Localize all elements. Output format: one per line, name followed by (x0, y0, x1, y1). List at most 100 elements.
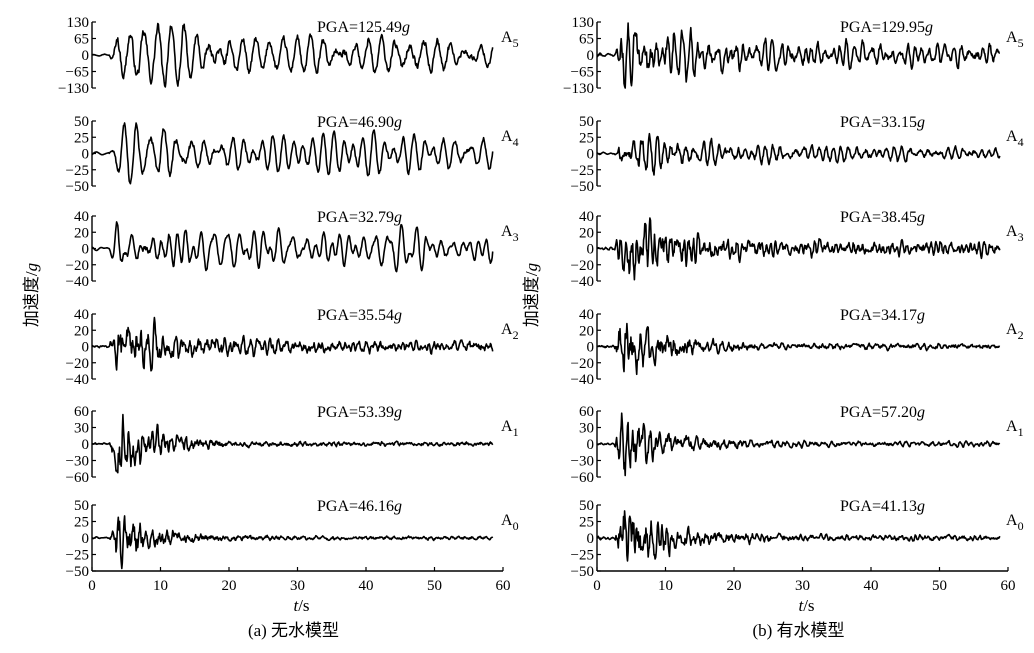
y-tick-label: −50 (66, 564, 89, 580)
x-axis: 0 10 20 30 40 50 60 t/s (593, 567, 1016, 615)
x-tick-label: 50 (427, 578, 442, 594)
channel-label: A1 (1006, 418, 1024, 439)
y-tick-label: −50 (66, 179, 89, 195)
x-tick-label: 30 (290, 578, 305, 594)
y-tick-label: 0 (82, 437, 90, 453)
x-tick-label: 10 (658, 578, 673, 594)
y-tick-label: 50 (579, 114, 594, 130)
x-tick-label: 20 (727, 578, 742, 594)
y-tick-label: −25 (571, 163, 594, 179)
y-tick-label: 0 (587, 340, 595, 356)
y-tick-label: 0 (82, 242, 90, 258)
x-axis-label: t/s (798, 596, 814, 615)
y-tick-label: −20 (66, 258, 89, 274)
channel-label: A2 (1006, 321, 1024, 342)
pga-label: PGA=34.17g (840, 307, 925, 324)
acceleration-trace-a2 (596, 322, 1001, 376)
channel-label: A1 (501, 418, 519, 439)
y-tick-label: −20 (571, 356, 594, 372)
y-tick-label: 0 (82, 48, 90, 64)
y-tick-label: −50 (571, 179, 594, 195)
pga-label: PGA=35.54g (317, 307, 402, 324)
y-tick-label: 20 (74, 225, 89, 241)
y-tick-label: 20 (74, 323, 89, 339)
panel-caption: (a) 无水模型 (248, 621, 339, 640)
y-tick-label: −40 (571, 274, 594, 290)
channel-label: A4 (501, 128, 519, 149)
acceleration-trace-a1 (596, 412, 1001, 477)
y-tick-label: 0 (82, 531, 90, 547)
y-tick-label: −25 (571, 548, 594, 564)
acceleration-trace-a4 (91, 122, 494, 185)
channel-label: A0 (501, 512, 519, 533)
pga-label: PGA=57.20g (840, 404, 925, 421)
channel-label: A3 (501, 223, 519, 244)
y-tick-label: −65 (571, 65, 594, 81)
channel-label: A2 (501, 321, 519, 342)
y-tick-label: 40 (74, 209, 89, 225)
acceleration-trace-a4 (596, 132, 1001, 176)
x-axis: 0 10 20 30 40 50 60 t/s (88, 567, 511, 615)
y-tick-label: 20 (579, 225, 594, 241)
y-tick-label: −40 (66, 372, 89, 388)
pga-label: PGA=38.45g (840, 209, 925, 226)
y-tick-label: −30 (571, 454, 594, 470)
pga-label: PGA=46.16g (317, 498, 402, 515)
y-tick-label: 60 (74, 404, 89, 420)
y-tick-label: 25 (74, 515, 89, 531)
x-tick-label: 20 (222, 578, 237, 594)
y-tick-label: −25 (66, 548, 89, 564)
y-tick-label: 50 (579, 498, 594, 514)
channel-label: A5 (1006, 29, 1024, 50)
y-tick-label: 30 (74, 421, 89, 437)
y-tick-label: −40 (571, 372, 594, 388)
y-tick-label: 0 (82, 147, 90, 163)
pga-label: PGA=129.95g (840, 19, 933, 36)
y-tick-label: 0 (82, 340, 90, 356)
y-axis-label: 加速度/g (522, 263, 541, 327)
x-tick-label: 60 (1001, 578, 1016, 594)
y-axis-label: 加速度/g (22, 263, 41, 327)
y-tick-label: −130 (58, 81, 89, 97)
y-tick-label: −30 (66, 454, 89, 470)
y-tick-label: −50 (571, 564, 594, 580)
panel-b-water-model: 130650−65−130PGA=129.95gA550250−25−50PGA… (522, 15, 1024, 640)
y-tick-label: 0 (587, 48, 595, 64)
pga-label: PGA=32.79g (317, 209, 402, 226)
y-tick-label: 65 (579, 32, 594, 48)
x-tick-label: 10 (153, 578, 168, 594)
y-tick-label: −130 (563, 81, 594, 97)
pga-label: PGA=33.15g (840, 114, 925, 131)
acceleration-trace-a2 (91, 316, 494, 372)
x-tick-label: 0 (88, 578, 96, 594)
acceleration-trace-a3 (91, 221, 494, 273)
y-tick-label: 50 (74, 114, 89, 130)
acceleration-trace-a1 (91, 413, 494, 474)
acceleration-trace-a0 (91, 515, 494, 570)
x-tick-label: 40 (359, 578, 374, 594)
pga-label: PGA=41.13g (840, 498, 925, 515)
y-tick-label: 0 (587, 147, 595, 163)
channel-label: A0 (1006, 512, 1024, 533)
x-tick-label: 40 (864, 578, 879, 594)
x-axis-label: t/s (293, 596, 309, 615)
y-tick-label: 25 (74, 130, 89, 146)
acceleration-trace-a5 (91, 22, 494, 88)
y-tick-label: 40 (74, 307, 89, 323)
y-tick-label: 130 (572, 15, 595, 31)
y-tick-label: −65 (66, 65, 89, 81)
y-tick-label: −60 (571, 470, 594, 486)
y-tick-label: −60 (66, 470, 89, 486)
channel-label: A4 (1006, 128, 1024, 149)
acceleration-trace-a0 (596, 510, 1001, 562)
